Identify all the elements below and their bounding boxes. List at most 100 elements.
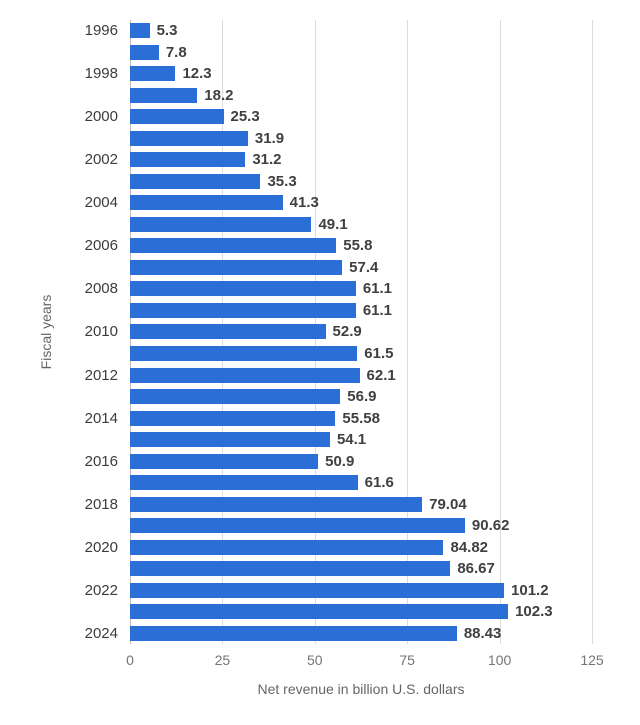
year-tick-label: 2000	[84, 108, 118, 126]
bar-row: 5.3	[130, 20, 592, 42]
value-label: 90.62	[471, 517, 510, 535]
x-tick-label: 0	[126, 652, 134, 668]
bar-2023	[130, 604, 509, 620]
x-axis-tick-labels: 0 25 50 75 100 125	[126, 652, 604, 670]
year-tick-label: 2020	[84, 538, 118, 556]
gridline	[407, 20, 409, 644]
value-label: 5.3	[156, 22, 178, 40]
bar-2013	[130, 389, 341, 405]
bar-row: 54.1	[130, 429, 592, 451]
bar-1998	[130, 66, 176, 82]
bar-row: 102.3	[130, 601, 592, 623]
bar-2000	[130, 109, 224, 125]
bar-2017	[130, 475, 358, 491]
bar-2009	[130, 302, 356, 318]
bar-row: 52.9	[130, 321, 592, 343]
bar-2018	[130, 496, 423, 512]
value-label: 55.8	[343, 237, 373, 255]
bar-1996	[130, 23, 150, 39]
bar-row: 62.1	[130, 364, 592, 386]
bar-2024	[130, 625, 457, 641]
bar-row: 61.6	[130, 472, 592, 494]
bar-row: 35.3	[130, 171, 592, 193]
year-tick-label: 2018	[84, 495, 118, 513]
value-label: 79.04	[429, 495, 467, 513]
year-tick-label	[58, 558, 118, 580]
bar-row: 31.2	[130, 149, 592, 171]
bar-row: 41.3	[130, 192, 592, 214]
value-label: 31.9	[254, 129, 285, 147]
value-label: 61.5	[364, 344, 394, 362]
gridline	[592, 20, 593, 644]
value-label: 62.1	[366, 366, 396, 384]
year-tick-label: 2010	[84, 323, 118, 341]
bar-2012	[130, 367, 360, 383]
bar-row: 50.9	[130, 450, 592, 472]
bar-2020	[130, 539, 444, 555]
plot-area: 5.3 7.8 12.3 18.2 25.3 31.9 31.2 35.3 41.3 49.1 55…	[130, 20, 593, 644]
value-label: 12.3	[182, 65, 212, 83]
year-tick-label	[58, 601, 118, 623]
year-tick-label	[58, 85, 118, 107]
year-tick-label: 1996	[84, 22, 118, 40]
value-label: 49.1	[318, 215, 348, 233]
value-label: 61.1	[362, 280, 393, 298]
bar-2019	[130, 518, 465, 534]
value-label: 31.2	[252, 151, 282, 169]
year-tick-label: 2002	[84, 151, 118, 169]
value-label: 102.3	[515, 603, 553, 621]
x-tick-label: 75	[399, 652, 415, 668]
value-label: 7.8	[165, 43, 187, 61]
bar-2005	[130, 216, 312, 232]
year-tick-label: 2006	[84, 237, 118, 255]
year-tick-label	[58, 386, 118, 408]
value-label: 57.4	[349, 258, 379, 276]
x-tick-label: 125	[580, 652, 604, 668]
x-axis-title: Net revenue in billion U.S. dollars	[257, 681, 465, 697]
bar-row: 18.2	[130, 85, 592, 107]
bar-2014	[130, 410, 336, 426]
year-tick-label: 2022	[84, 581, 118, 599]
value-label: 35.3	[267, 172, 297, 190]
year-tick-label	[58, 257, 118, 279]
year-tick-label: 1998	[84, 65, 118, 83]
bar-2002	[130, 152, 246, 168]
year-tick-label	[58, 171, 118, 193]
bar-2021	[130, 561, 451, 577]
year-tick-label: 2012	[84, 366, 118, 384]
bar-row: 84.82	[130, 536, 592, 558]
bar-2008	[130, 281, 356, 297]
bar-row: 61.1	[130, 278, 592, 300]
bar-row: 86.67	[130, 558, 592, 580]
bar-row: 90.62	[130, 515, 592, 537]
year-tick-label: 2024	[84, 624, 118, 642]
bar-row: 61.5	[130, 343, 592, 365]
bar-row: 31.9	[130, 128, 592, 150]
value-label: 84.82	[450, 538, 489, 556]
value-label: 86.67	[457, 560, 495, 578]
bar-2010	[130, 324, 326, 340]
value-label: 55.58	[342, 409, 380, 427]
year-tick-label	[58, 515, 118, 537]
value-label: 52.9	[332, 323, 362, 341]
bar-2015	[130, 432, 330, 448]
year-tick-label	[58, 128, 118, 150]
gridline	[499, 20, 501, 644]
bar-row: 55.8	[130, 235, 592, 257]
value-label: 25.3	[230, 108, 260, 126]
bar-2003	[130, 173, 261, 189]
bar-row: 88.43	[130, 622, 592, 644]
year-tick-label	[58, 472, 118, 494]
year-tick-label: 2008	[84, 280, 118, 298]
y-axis-title: Fiscal years	[38, 294, 54, 370]
value-label: 101.2	[511, 581, 549, 599]
bar-2016	[130, 453, 319, 469]
value-label: 61.1	[362, 301, 393, 319]
bar-2011	[130, 345, 358, 361]
year-tick-label	[58, 42, 118, 64]
year-tick-label	[58, 429, 118, 451]
year-tick-label	[58, 300, 118, 322]
bar-2007	[130, 259, 343, 275]
value-label: 61.6	[364, 474, 394, 492]
